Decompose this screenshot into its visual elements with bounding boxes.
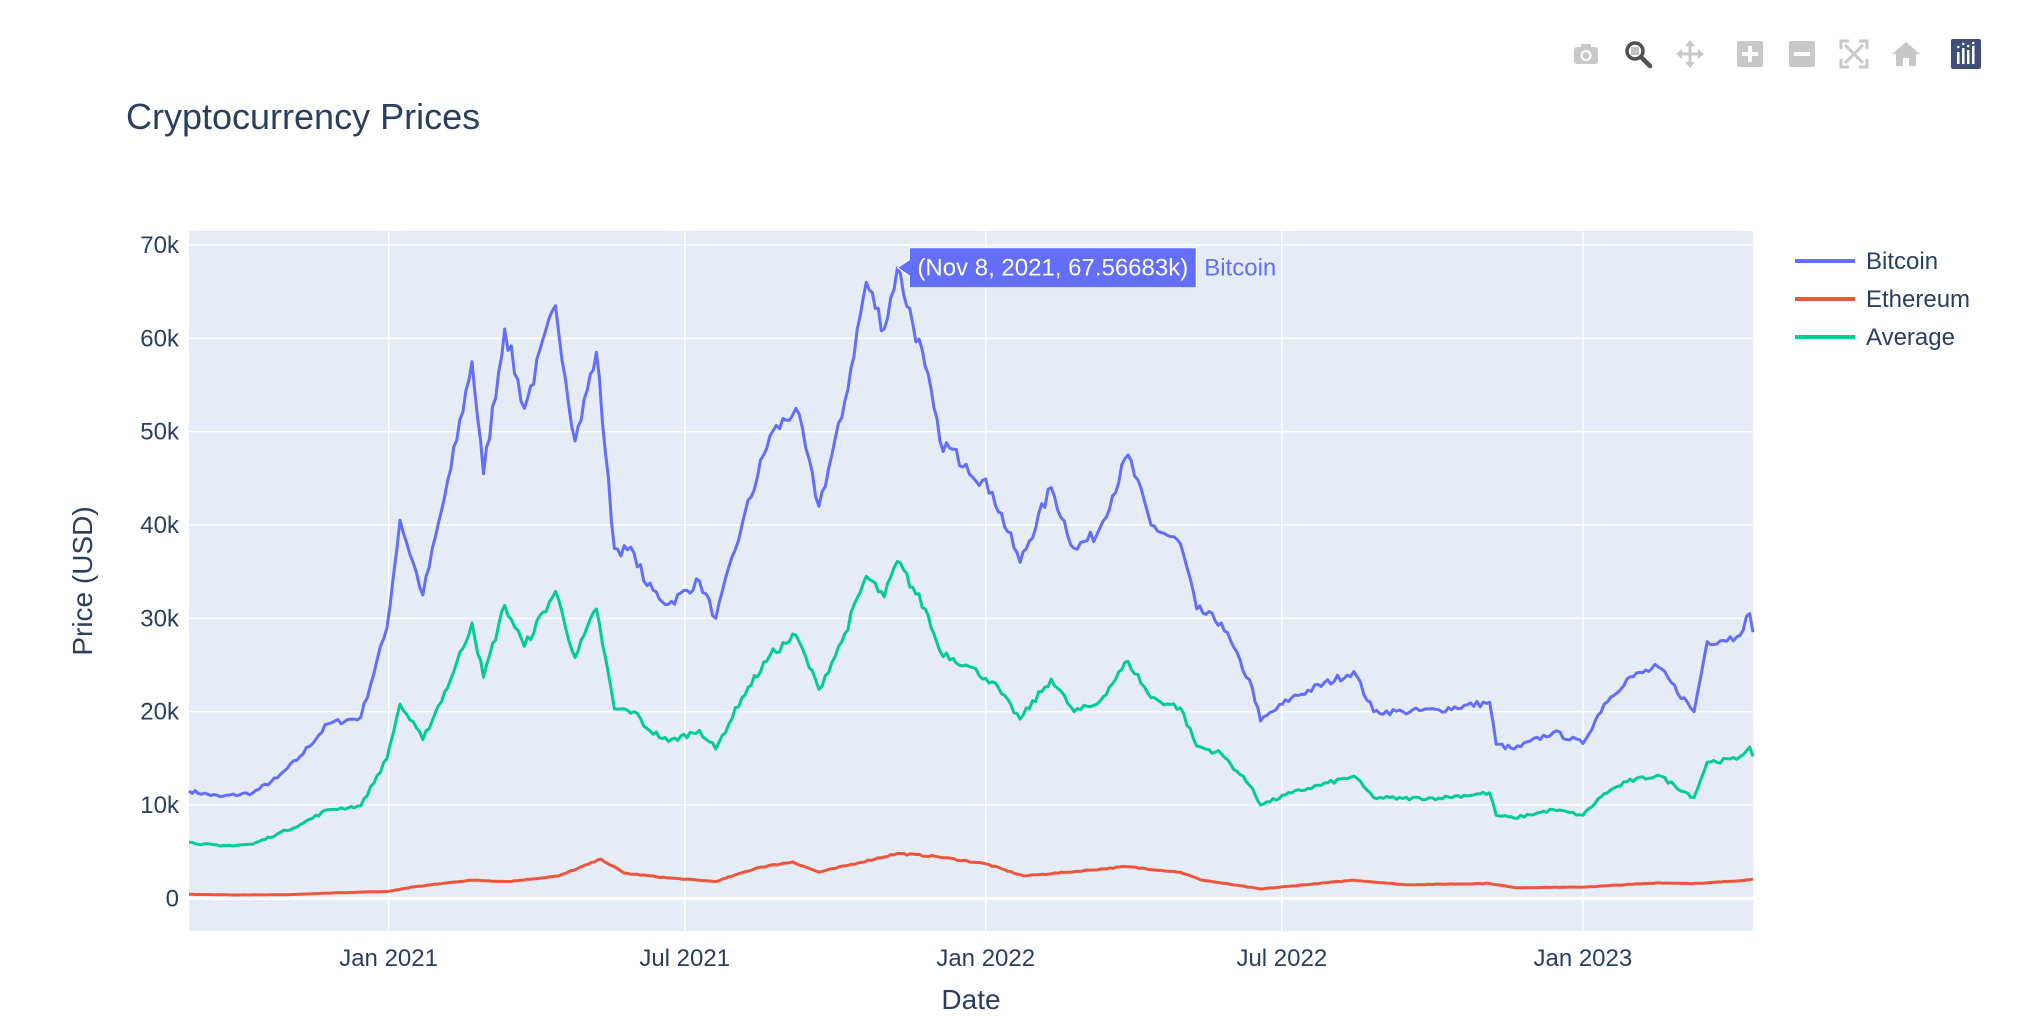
legend: Bitcoin Ethereum Average [1795,248,1970,351]
y-tick-label: 20k [140,699,180,726]
series-line-average[interactable] [188,559,1755,848]
legend-item-average[interactable]: Average [1795,324,1955,351]
y-tick-label: 70k [140,232,180,259]
y-axis-title: Price (USD) [67,506,98,655]
y-tick-label: 60k [140,325,180,352]
reset-axes-icon[interactable] [1890,38,1922,70]
hover-label-text: (Nov 8, 2021, 67.56683k) [917,255,1188,282]
y-tick-label: 30k [140,605,180,632]
hover-tooltip: (Nov 8, 2021, 67.56683k) Bitcoin [896,247,1276,289]
autoscale-icon[interactable] [1838,38,1870,70]
legend-label: Ethereum [1866,286,1970,313]
chart-title: Cryptocurrency Prices [126,96,481,137]
legend-label: Average [1866,324,1955,351]
x-tick-label: Jan 2023 [1533,945,1632,972]
zoom-icon[interactable] [1622,38,1654,70]
legend-item-ethereum[interactable]: Ethereum [1795,286,1970,313]
plot-area[interactable] [189,231,1753,931]
camera-icon[interactable] [1570,38,1602,70]
hover-label-box [896,247,1197,289]
legend-label: Bitcoin [1866,248,1938,275]
y-tick-label: 10k [140,792,180,819]
legend-item-bitcoin[interactable]: Bitcoin [1795,248,1938,275]
plotly-logo-icon[interactable] [1950,38,1982,70]
grid-lines [189,231,1753,931]
x-tick-label: Jan 2021 [339,945,438,972]
x-axis-ticks: Jan 2021 Jul 2021 Jan 2022 Jul 2022 Jan 2023 [339,945,1632,972]
y-tick-label: 0 [166,885,179,912]
zoom-out-icon[interactable] [1786,38,1818,70]
hover-series-name: Bitcoin [1204,255,1276,282]
modebar [1570,34,1982,74]
x-tick-label: Jul 2021 [639,945,730,972]
series-line-ethereum[interactable] [189,852,1754,897]
series-line-bitcoin[interactable] [188,266,1755,799]
y-tick-label: 40k [140,512,180,539]
pan-icon[interactable] [1674,38,1706,70]
zoom-in-icon[interactable] [1734,38,1766,70]
x-tick-label: Jan 2022 [936,945,1035,972]
x-axis-title: Date [941,984,1000,1015]
series-layer [188,266,1755,897]
y-axis-ticks: 0 10k 20k 30k 40k 50k 60k 70k [140,232,180,912]
y-tick-label: 50k [140,419,180,446]
x-tick-label: Jul 2022 [1236,945,1327,972]
